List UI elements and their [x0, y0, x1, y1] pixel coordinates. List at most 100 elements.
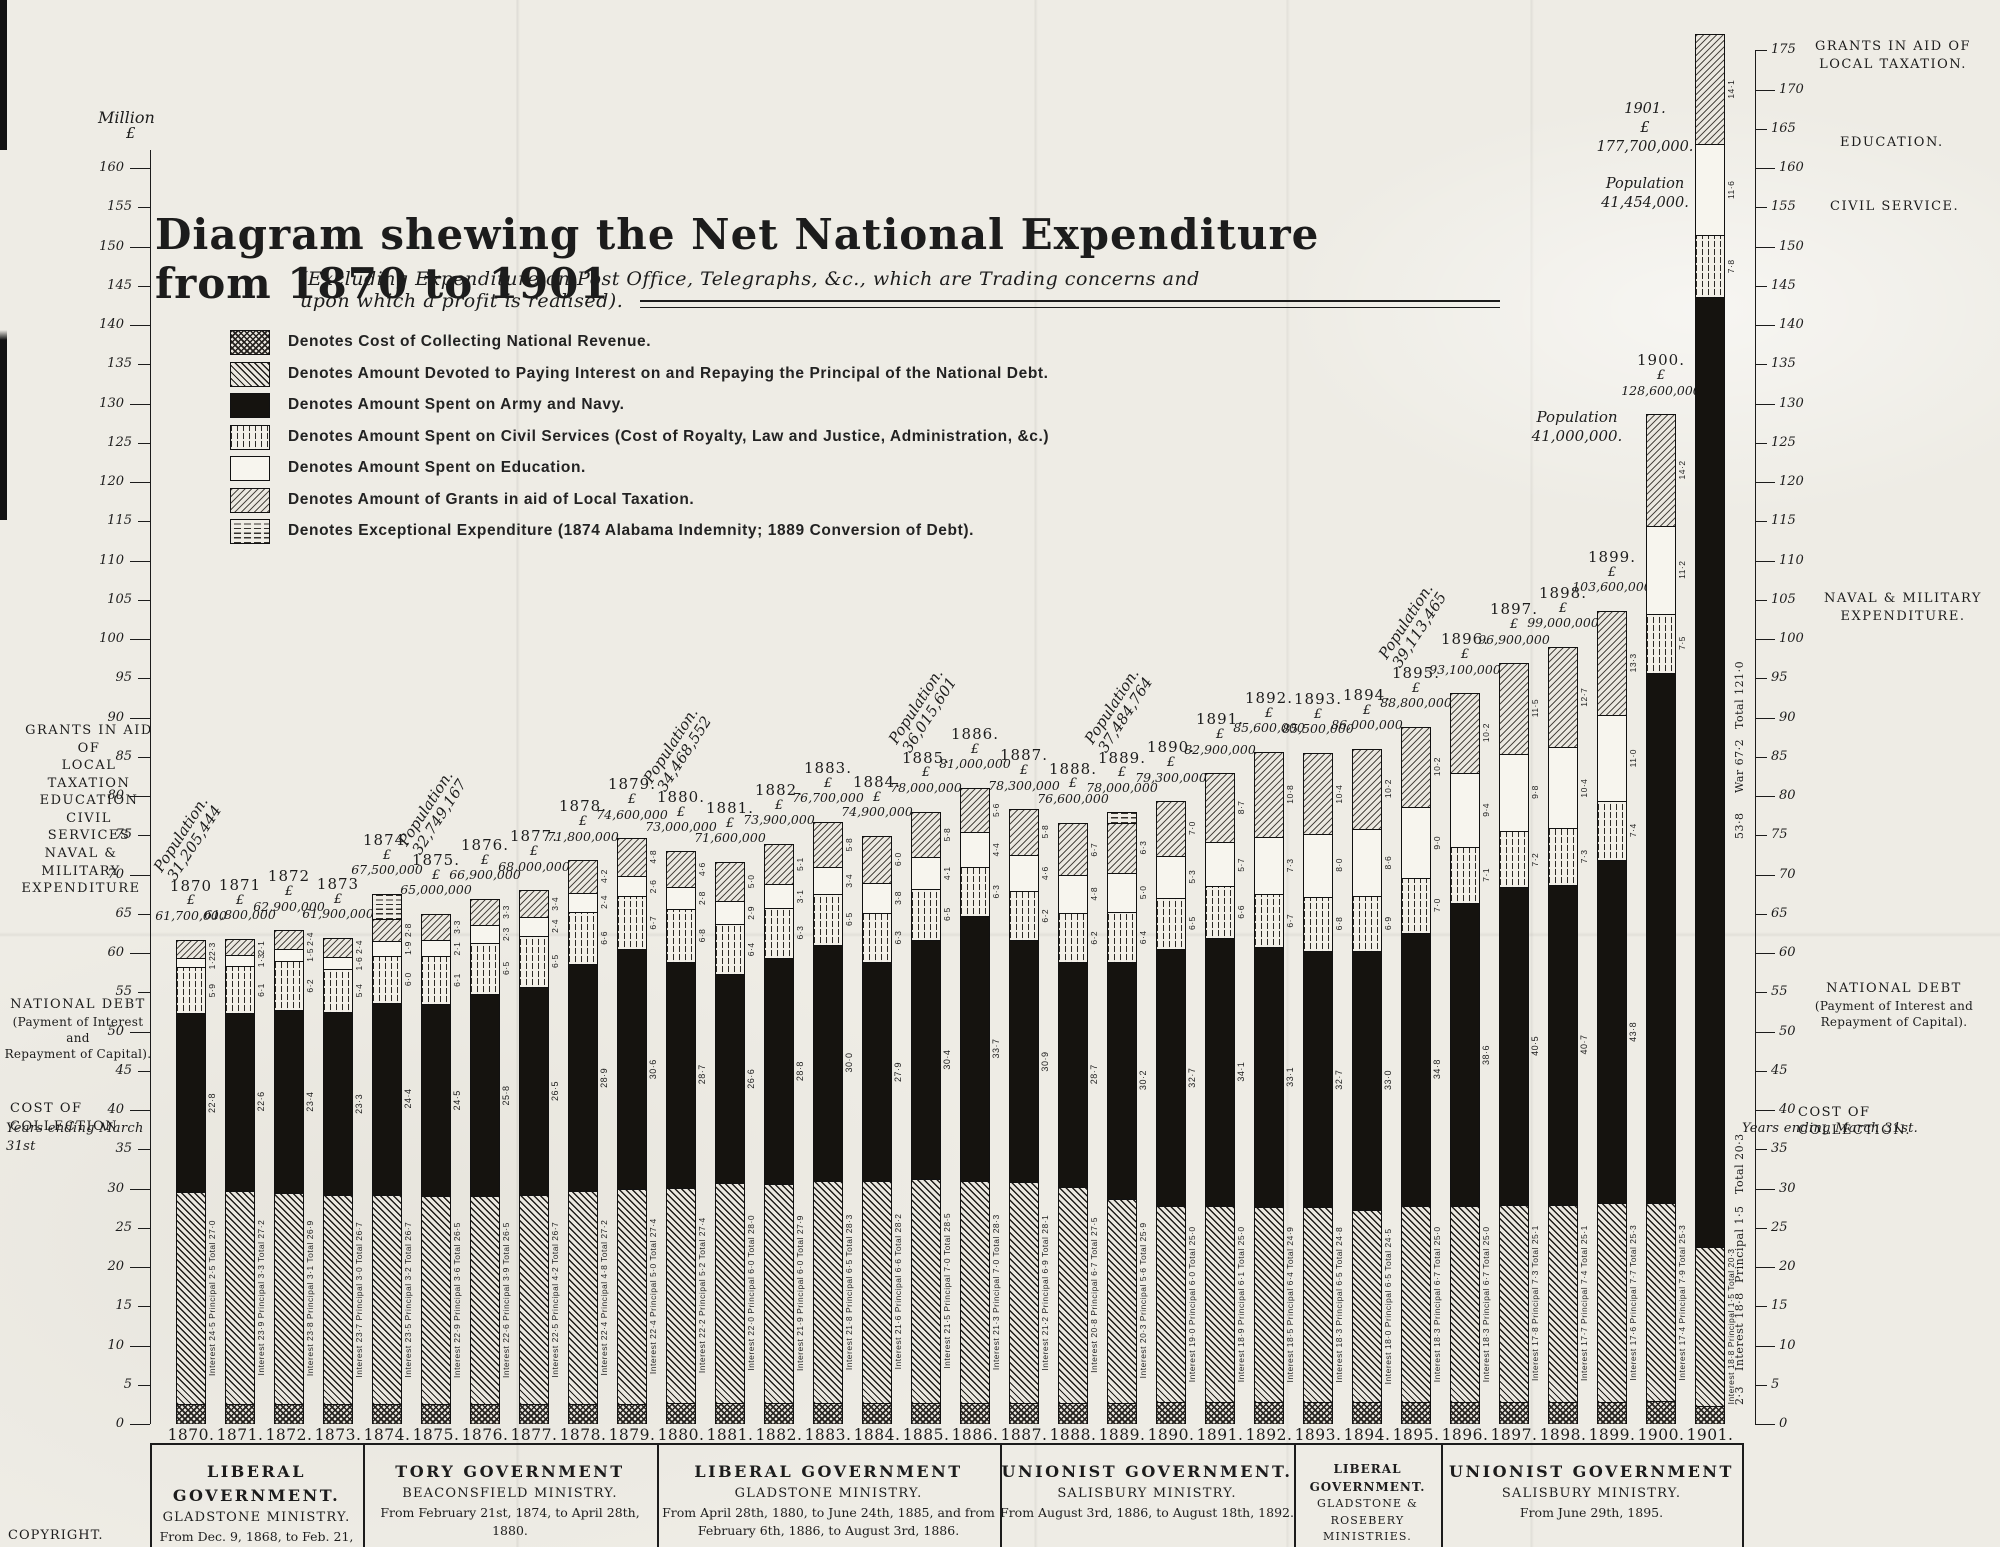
bar-1877 [519, 890, 549, 1424]
left-axis-tick [130, 874, 150, 876]
segment-collection-1873 [323, 1404, 353, 1424]
side-label-military: NAVAL & MILITARY EXPENDITURE [16, 845, 146, 898]
side-label-line: NAVAL & MILITARY [1823, 591, 1982, 606]
legend-label: Denotes Exceptional Expenditure (1874 Al… [288, 522, 975, 539]
year-label-1894: 1894. [1343, 1426, 1391, 1444]
segment-collection-1900 [1646, 1401, 1676, 1424]
total-label-1890: 1890. £79,300,000 [1109, 739, 1233, 784]
pound-sign: £ [1019, 763, 1029, 779]
grants-value-label-1897: 11·5 [1530, 699, 1540, 718]
total-amount: 128,600,000 [1621, 382, 1701, 398]
left-axis-tick-label: 15 [115, 1298, 132, 1314]
segment-education-1880 [666, 887, 696, 910]
segment-education-1885 [911, 857, 941, 890]
debt-detail-label-1889: Interest 20·3 Principal 5·6 Total 25·9 [1138, 1223, 1148, 1380]
civil-value-label-1894: 6·9 [1383, 916, 1393, 931]
right-axis-tick-label: 85 [1771, 748, 1788, 764]
pound-sign: £ [382, 847, 392, 863]
side-label-line: LOCAL TAXATION. [1819, 56, 1967, 72]
grants-value-label-1878: 4·2 [599, 869, 609, 884]
right-axis-tick [1755, 403, 1775, 405]
segment-collection-1876 [470, 1404, 500, 1424]
light-hatch-swatch [230, 487, 270, 513]
pound-sign: £ [333, 891, 343, 907]
civil-value-label-1898: 7·3 [1579, 849, 1589, 864]
segment-war-1877 [519, 986, 549, 1195]
total-label-1894: 1894. £86,000,000 [1305, 687, 1429, 732]
war-value-label-1882: 28·8 [795, 1060, 805, 1081]
civil-value-label-1891: 6·6 [1236, 905, 1246, 920]
left-axis-tick [130, 1110, 150, 1111]
total-label-1899: 1899. £103,600,000 [1550, 548, 1674, 594]
total-year: 1884. [853, 773, 901, 792]
segment-grants-1888 [1058, 822, 1088, 876]
war-value-label-1885: 30·4 [942, 1049, 952, 1070]
grants-value-label-1882: 5·1 [795, 857, 805, 871]
debt-detail-label-1896: Interest 18·3 Principal 6·7 Total 25·0 [1481, 1225, 1491, 1382]
total-amount: 61,800,000 [204, 907, 276, 923]
right-axis-tick [1755, 1188, 1775, 1190]
segment-grants-1898 [1548, 646, 1578, 747]
segment-collection-1879 [617, 1404, 647, 1424]
year-label-1878: 1878. [559, 1426, 607, 1444]
side-label-collection: COST OF COLLECTION. [1798, 1104, 1978, 1139]
civil-value-label-1883: 6·5 [844, 912, 854, 927]
segment-debt-1878 [568, 1190, 598, 1405]
right-axis-tick-label: 110 [1779, 552, 1804, 568]
government-ministry: GLADSTONE & ROSEBERY MINISTRIES. [1317, 1497, 1418, 1543]
total-label-1892: 1892. £85,600,000 [1207, 690, 1331, 735]
grants-value-label-1876: 3·3 [501, 904, 511, 919]
grants-value-label-1894: 10·2 [1383, 779, 1393, 799]
side-label-line: Years ending March 31st [6, 1121, 144, 1154]
war-value-label-1880: 28·7 [697, 1065, 707, 1086]
year-label-1872: 1872. [265, 1426, 313, 1444]
segment-education-1871 [225, 955, 255, 966]
left-axis-tick [130, 717, 150, 719]
segment-education-1891 [1205, 841, 1235, 887]
total-label-1895: 1895. £88,800,000 [1354, 665, 1478, 710]
segment-civil-1892 [1254, 894, 1284, 947]
year-label-1901: 1901. [1686, 1426, 1734, 1444]
total-label-1882: 1882. £73,900,000 [717, 782, 841, 827]
right-annotation-coll-23: 2·3 [1733, 1386, 1746, 1406]
segment-debt-1883 [813, 1180, 843, 1403]
right-axis-tick-label: 125 [1771, 434, 1796, 450]
year-label-1876: 1876. [461, 1426, 509, 1444]
grants-value-label-1899: 13·3 [1628, 653, 1638, 673]
total-amount: 71,600,000 [694, 830, 766, 846]
government-divider [1441, 1443, 1443, 1547]
segment-grants-1883 [813, 821, 843, 868]
government-name: UNIONIST GOVERNMENT. [1001, 1462, 1293, 1481]
war-value-label-1881: 26·6 [746, 1068, 756, 1089]
year-label-1889: 1889. [1098, 1426, 1146, 1444]
segment-collection-1901 [1695, 1405, 1725, 1424]
year-label-1884: 1884. [853, 1426, 901, 1444]
total-amount: 73,900,000 [743, 812, 815, 828]
segment-education-1895 [1401, 806, 1431, 878]
total-label-1900: 1900. £128,600,000 [1599, 352, 1723, 397]
right-axis-tick [1755, 246, 1775, 248]
segment-debt-1882 [764, 1183, 794, 1403]
bar-1876 [470, 898, 500, 1424]
crosshatch-swatch [230, 330, 270, 355]
grants-value-label-1874: 2·8 [403, 923, 413, 938]
total-amount: 65,000,000 [400, 882, 472, 898]
pound-sign: £ [1460, 646, 1470, 662]
bar-1883 [813, 821, 843, 1424]
segment-education-1890 [1156, 856, 1186, 899]
left-axis-tick [130, 1188, 150, 1190]
segment-education-1888 [1058, 875, 1088, 913]
pound-sign: £ [1558, 600, 1568, 616]
segment-grants-1874 [372, 919, 402, 942]
left-axis-tick-label: 45 [115, 1062, 132, 1078]
total-label-1873: 1873 £61,900,000 [276, 876, 400, 921]
segment-debt-1893 [1303, 1207, 1333, 1402]
left-axis-tick-label: 80 [107, 788, 124, 803]
total-year: 1875. [412, 850, 460, 869]
total-label-1877: 1877. £68,000,000 [472, 828, 596, 873]
legend-label: Denotes Amount Spent on Army and Navy. [288, 396, 625, 413]
total-label-1881: 1881. £71,600,000 [668, 800, 792, 845]
segment-collection-1878 [568, 1404, 598, 1424]
right-axis-tick-label: 160 [1779, 160, 1804, 175]
year-label-1877: 1877. [510, 1426, 558, 1444]
